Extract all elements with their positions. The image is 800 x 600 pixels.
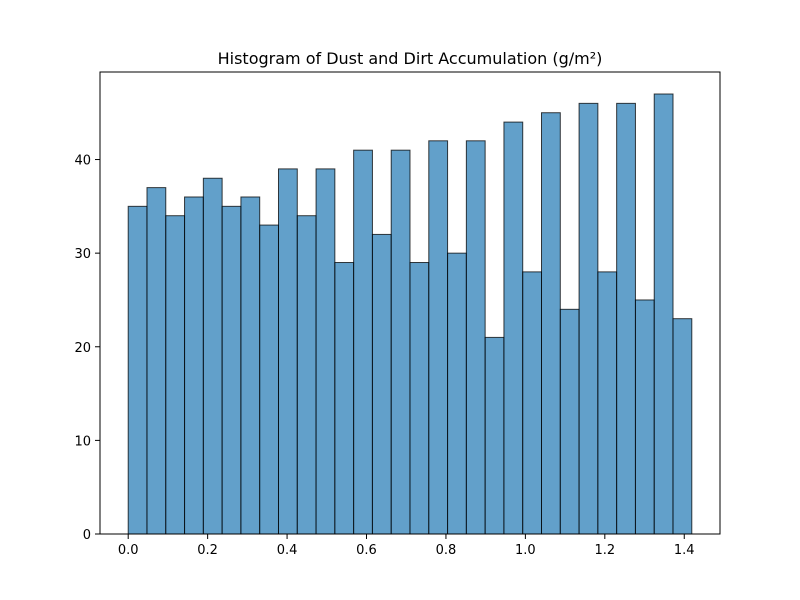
- plot-frame: [99, 71, 721, 535]
- histogram-bar: [653, 93, 674, 535]
- histogram-bar: [165, 215, 186, 535]
- y-axis: 0 10 20 30 40: [74, 154, 100, 543]
- histogram-bar: [146, 187, 167, 535]
- histogram-bar: [409, 262, 430, 535]
- histogram-bar: [559, 308, 580, 535]
- histogram-bar: [503, 121, 524, 535]
- y-tick-label: 30: [74, 247, 91, 262]
- histogram-bar: [221, 205, 242, 535]
- histogram-bar: [428, 140, 449, 535]
- x-axis: 0.0 0.2 0.4 0.6 0.8 1.0 1.2 1.4: [118, 534, 695, 558]
- y-tick-label: 0: [83, 528, 91, 543]
- x-tick-label: 1.4: [674, 543, 695, 558]
- histogram-bar: [259, 224, 279, 535]
- histogram-bar: [465, 140, 486, 535]
- histogram-bar: [240, 196, 261, 535]
- histogram-bar: [371, 233, 392, 535]
- x-tick-label: 1.0: [515, 543, 536, 558]
- x-tick-label: 0.4: [277, 543, 298, 558]
- chart-title: Histogram of Dust and Dirt Accumulation …: [218, 49, 603, 68]
- histogram-bar: [334, 262, 355, 535]
- histogram-bar: [484, 336, 505, 535]
- x-tick-label: 0.2: [197, 543, 218, 558]
- x-tick-label: 0.8: [436, 543, 457, 558]
- histogram-bar: [672, 318, 693, 535]
- x-tick-label: 1.2: [594, 543, 615, 558]
- histogram-bar: [616, 102, 636, 535]
- histogram-bar: [597, 271, 618, 535]
- histogram-bar: [202, 177, 223, 535]
- histogram-bar: [184, 196, 204, 535]
- histogram-bar: [390, 149, 411, 535]
- histogram-bar: [634, 299, 655, 535]
- y-tick-label: 20: [74, 341, 91, 356]
- histogram-bar: [296, 215, 317, 535]
- x-tick-label: 0.0: [118, 543, 139, 558]
- histogram-bar: [315, 168, 336, 535]
- histogram-bar: [578, 102, 599, 535]
- y-tick-label: 40: [74, 154, 91, 169]
- histogram-bar: [127, 205, 148, 535]
- histogram-bar: [522, 271, 543, 535]
- histogram-bar: [277, 168, 298, 535]
- histogram-bar: [447, 252, 467, 535]
- histogram-bar: [353, 149, 373, 535]
- x-tick-label: 0.6: [356, 543, 377, 558]
- y-tick-label: 10: [74, 434, 91, 449]
- histogram-bar: [541, 112, 561, 535]
- bars-group: [127, 93, 693, 535]
